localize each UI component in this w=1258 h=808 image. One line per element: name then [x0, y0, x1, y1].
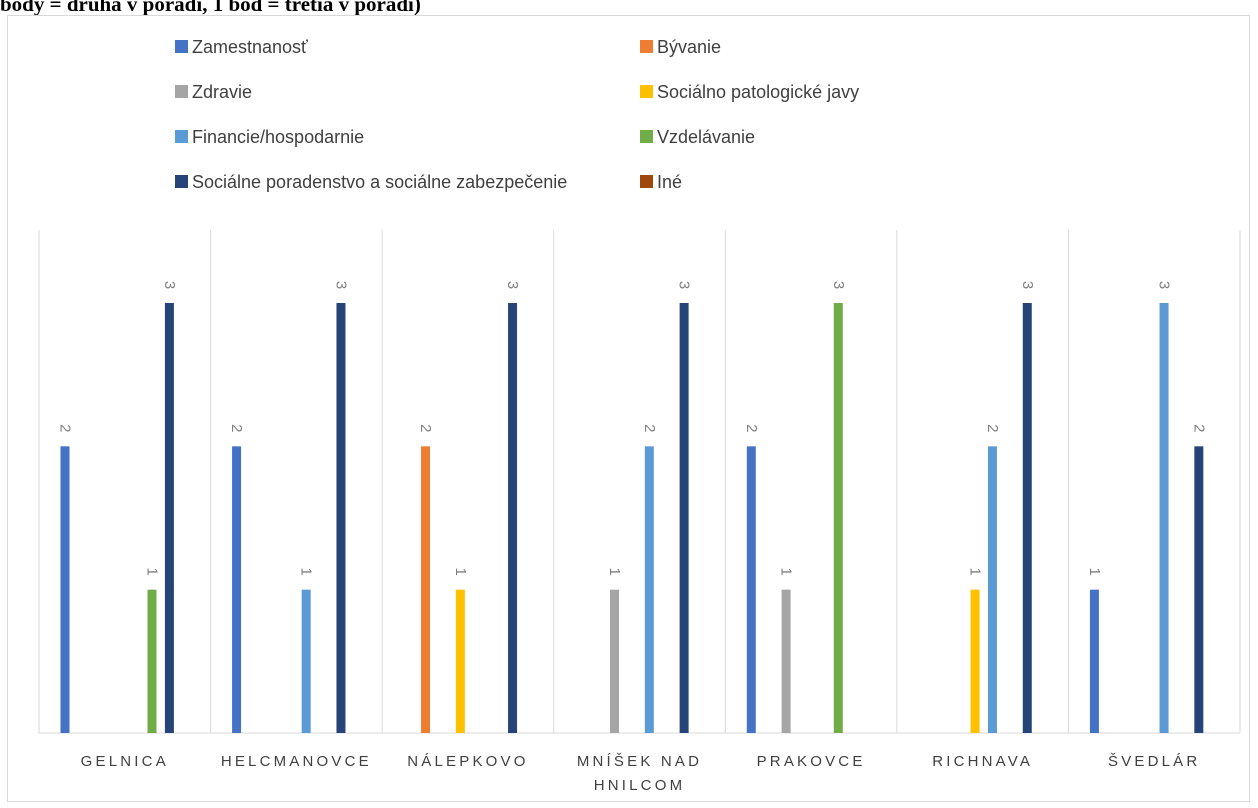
- legend-swatch-ine: [640, 175, 653, 188]
- data-label: 1: [606, 567, 623, 575]
- data-label: 1: [967, 567, 984, 575]
- legend-label-financie-hospodarnie: Financie/hospodarnie: [192, 127, 364, 147]
- chart-caption: body = druhá v poradí, 1 bod = tretia v …: [0, 0, 421, 16]
- data-label: 1: [1086, 567, 1103, 575]
- bar-socialno-patologicke-javy-nalepkovo: [455, 589, 465, 733]
- legend-swatch-vzdelavanie: [640, 130, 653, 143]
- legend-swatch-socialno-patologicke-javy: [640, 85, 653, 98]
- bar-socialno-patologicke-javy-richnava: [970, 589, 980, 733]
- bar-socialne-poradenstvo-a-socialne-zabezpecenie-mnisek-nad-hnilcom: [679, 303, 689, 733]
- bar-zamestnanost-helcmanovce: [232, 446, 242, 733]
- data-label: 1: [144, 567, 161, 575]
- data-label: 3: [1156, 281, 1173, 289]
- category-label-prakovce: PRAKOVCE: [757, 753, 866, 770]
- category-label-mnisek-nad-hnilcom: MNÍŠEK NAD: [577, 753, 702, 770]
- bar-zdravie-mnisek-nad-hnilcom: [610, 589, 620, 733]
- bar-financie-hospodarnie-mnisek-nad-hnilcom: [644, 446, 654, 733]
- legend-label-socialno-patologicke-javy: Sociálno patologické javy: [657, 82, 859, 102]
- data-label: 2: [743, 424, 760, 432]
- category-label-nalepkovo: NÁLEPKOVO: [407, 753, 528, 770]
- data-label: 1: [778, 567, 795, 575]
- data-label: 3: [676, 281, 693, 289]
- data-label: 2: [641, 424, 658, 432]
- bar-zamestnanost-svedlar: [1089, 589, 1099, 733]
- data-label: 3: [161, 281, 178, 289]
- bar-byvanie-nalepkovo: [421, 446, 431, 733]
- legend-label-byvanie: Bývanie: [657, 37, 721, 57]
- data-label: 2: [984, 424, 1001, 432]
- data-label: 3: [332, 281, 349, 289]
- data-label: 1: [452, 567, 469, 575]
- legend-label-socialne-poradenstvo-a-socialne-zabezpecenie: Sociálne poradenstvo a sociálne zabezpeč…: [192, 172, 567, 192]
- data-label: 3: [830, 281, 847, 289]
- data-label: 2: [228, 424, 245, 432]
- data-label: 2: [57, 424, 74, 432]
- bar-vzdelavanie-prakovce: [833, 303, 843, 733]
- bar-socialne-poradenstvo-a-socialne-zabezpecenie-gelnica: [164, 303, 174, 733]
- bar-financie-hospodarnie-helcmanovce: [301, 589, 311, 733]
- data-label: 1: [298, 567, 315, 575]
- legend-swatch-zdravie: [175, 85, 188, 98]
- data-label: 2: [1190, 424, 1207, 432]
- bar-socialne-poradenstvo-a-socialne-zabezpecenie-svedlar: [1194, 446, 1204, 733]
- bar-zamestnanost-gelnica: [60, 446, 70, 733]
- legend-label-vzdelavanie: Vzdelávanie: [657, 127, 755, 147]
- category-label-richnava: RICHNAVA: [932, 753, 1033, 770]
- category-label-mnisek-nad-hnilcom: HNILCOM: [594, 777, 686, 794]
- legend-label-zamestnanost: Zamestnanosť: [192, 37, 308, 57]
- bar-zdravie-prakovce: [781, 589, 791, 733]
- bar-financie-hospodarnie-svedlar: [1159, 303, 1169, 733]
- bar-financie-hospodarnie-richnava: [987, 446, 997, 733]
- legend-swatch-financie-hospodarnie: [175, 130, 188, 143]
- legend-label-ine: Iné: [657, 172, 682, 192]
- data-label: 3: [1019, 281, 1036, 289]
- bar-socialne-poradenstvo-a-socialne-zabezpecenie-richnava: [1022, 303, 1032, 733]
- legend-swatch-byvanie: [640, 40, 653, 53]
- legend-swatch-zamestnanost: [175, 40, 188, 53]
- legend-swatch-socialne-poradenstvo-a-socialne-zabezpecenie: [175, 175, 188, 188]
- data-label: 3: [504, 281, 521, 289]
- legend-label-zdravie: Zdravie: [192, 82, 252, 102]
- bar-socialne-poradenstvo-a-socialne-zabezpecenie-helcmanovce: [336, 303, 346, 733]
- category-label-helcmanovce: HELCMANOVCE: [221, 753, 372, 770]
- bar-zamestnanost-prakovce: [746, 446, 756, 733]
- bar-vzdelavanie-gelnica: [147, 589, 157, 733]
- category-label-svedlar: ŠVEDLÁR: [1108, 753, 1200, 770]
- chart-frame: [7, 15, 1250, 802]
- data-label: 2: [417, 424, 434, 432]
- bar-socialne-poradenstvo-a-socialne-zabezpecenie-nalepkovo: [508, 303, 518, 733]
- category-label-gelnica: GELNICA: [81, 753, 169, 770]
